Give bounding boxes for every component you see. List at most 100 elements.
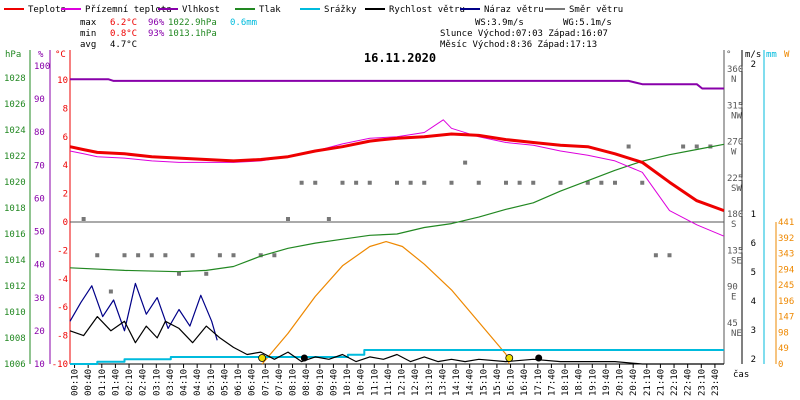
smer-point-25 bbox=[463, 160, 468, 165]
smer-point-20 bbox=[367, 180, 372, 185]
smer-point-0 bbox=[81, 217, 86, 221]
dir-tick-name-NW: NW bbox=[731, 111, 742, 121]
pct-tick-70: 70 bbox=[34, 161, 45, 171]
legend-label-0: Teplota bbox=[28, 5, 66, 15]
x-tick-15: 07:40 bbox=[275, 369, 285, 396]
x-tick-12: 06:10 bbox=[234, 369, 244, 396]
legend: Teplota Přízemní teplota Vlhkost Tlak Srážky… bbox=[4, 5, 623, 15]
pct-tick-10: 10 bbox=[34, 360, 45, 370]
x-tick-28: 14:10 bbox=[452, 369, 462, 396]
dir-tick-name-W: W bbox=[731, 148, 737, 158]
w-tick-343: 343 bbox=[778, 250, 794, 260]
temp-tick-10: 10 bbox=[57, 76, 68, 86]
w-tick-49: 49 bbox=[778, 344, 789, 354]
dir-unit-label: ° bbox=[726, 50, 731, 60]
series-rychlost-line bbox=[69, 316, 724, 365]
hpa-tick-1006: 1006 bbox=[4, 360, 26, 370]
stats-max-temp: 6.2°C bbox=[110, 18, 137, 28]
x-tick-35: 17:40 bbox=[547, 369, 557, 396]
info-moon: Měsíc Východ:8:36 Západ:17:13 bbox=[440, 40, 597, 50]
smer-point-6 bbox=[163, 253, 168, 258]
hpa-tick-1028: 1028 bbox=[4, 74, 26, 84]
legend-label-3: Tlak bbox=[259, 5, 281, 15]
legend-label-1: Přízemní teplota bbox=[85, 5, 172, 15]
stats-block: max 6.2°C 96% 1022.9hPa 0.6mm min 0.8°C … bbox=[80, 18, 257, 50]
smer-point-28 bbox=[517, 180, 522, 185]
stats-avg-label: avg bbox=[80, 40, 96, 50]
hpa-tick-1026: 1026 bbox=[4, 100, 26, 110]
chart-title: 16.11.2020 bbox=[364, 51, 436, 65]
x-tick-40: 20:10 bbox=[616, 369, 626, 396]
pct-tick-20: 20 bbox=[34, 327, 45, 337]
temp-unit-label: °C bbox=[55, 50, 66, 60]
temp-tick-8: 8 bbox=[63, 104, 68, 114]
x-tick-7: 03:40 bbox=[166, 369, 176, 396]
ms-unit-label: m/s bbox=[745, 50, 761, 60]
pct-tick-60: 60 bbox=[34, 194, 45, 204]
x-tick-32: 16:10 bbox=[507, 369, 517, 396]
x-tick-37: 18:40 bbox=[575, 369, 585, 396]
w-tick-196: 196 bbox=[778, 297, 794, 307]
x-tick-16: 08:10 bbox=[289, 369, 299, 396]
x-tick-13: 06:40 bbox=[248, 369, 258, 396]
w-tick-98: 98 bbox=[778, 328, 789, 338]
x-tick-31: 15:40 bbox=[493, 369, 503, 396]
pct-unit-label: % bbox=[38, 50, 44, 60]
x-tick-2: 01:10 bbox=[98, 369, 108, 396]
smer-point-14 bbox=[286, 217, 290, 221]
smer-point-2 bbox=[108, 289, 113, 294]
legend-label-7: Směr větru bbox=[569, 5, 623, 15]
dir-tick-360: 360 bbox=[727, 65, 743, 75]
series-naraz-line bbox=[69, 282, 218, 341]
x-tick-24: 12:10 bbox=[398, 369, 408, 396]
smer-point-23 bbox=[422, 180, 427, 185]
x-tick-20: 10:10 bbox=[343, 369, 353, 396]
hpa-tick-1024: 1024 bbox=[4, 126, 26, 136]
temp-tick-2: 2 bbox=[63, 190, 68, 200]
w-tick-441: 441 bbox=[778, 218, 794, 228]
smer-point-37 bbox=[667, 253, 672, 258]
x-tick-39: 19:40 bbox=[602, 369, 612, 396]
x-tick-33: 16:40 bbox=[520, 369, 530, 396]
stats-max-hum: 96% bbox=[148, 18, 165, 28]
smer-point-36 bbox=[653, 253, 658, 258]
x-tick-30: 15:10 bbox=[479, 369, 489, 396]
hpa-unit-label: hPa bbox=[5, 50, 21, 60]
x-tick-23: 11:40 bbox=[384, 369, 394, 396]
dir-tick-180: 180 bbox=[727, 210, 743, 220]
temp-tick--2: -2 bbox=[57, 246, 68, 256]
smer-point-8 bbox=[190, 253, 195, 258]
w-tick-294: 294 bbox=[778, 265, 794, 275]
x-tick-0: 00:10 bbox=[71, 369, 81, 396]
smer-point-22 bbox=[408, 180, 413, 185]
x-tick-44: 22:10 bbox=[670, 369, 680, 396]
hpa-tick-1018: 1018 bbox=[4, 204, 26, 214]
pct-tick-40: 40 bbox=[34, 261, 45, 271]
legend-label-4: Srážky bbox=[324, 5, 357, 15]
stats-min-hum: 93% bbox=[148, 29, 165, 39]
smer-point-35 bbox=[640, 180, 645, 185]
w-tick-147: 147 bbox=[778, 313, 794, 323]
series-teplota-line bbox=[69, 132, 725, 213]
pct-tick-30: 30 bbox=[34, 294, 45, 304]
smer-point-12 bbox=[258, 253, 263, 258]
dir-tick-225: 225 bbox=[727, 174, 743, 184]
smer-point-19 bbox=[354, 180, 359, 185]
temp-tick-6: 6 bbox=[63, 133, 68, 143]
hpa-tick-1016: 1016 bbox=[4, 230, 26, 240]
x-tick-10: 05:10 bbox=[207, 369, 217, 396]
temp-tick-0: 0 bbox=[63, 218, 68, 228]
dir-tick-135: 135 bbox=[727, 246, 743, 256]
dir-tick-90: 90 bbox=[727, 283, 738, 293]
stats-max-press: 1022.9hPa bbox=[168, 18, 217, 28]
hpa-tick-1008: 1008 bbox=[4, 334, 26, 344]
x-tick-8: 04:10 bbox=[180, 369, 190, 396]
smer-point-34 bbox=[626, 144, 631, 149]
hpa-tick-1022: 1022 bbox=[4, 152, 26, 162]
smer-point-24 bbox=[449, 180, 454, 185]
smer-point-39 bbox=[694, 144, 699, 149]
dir-tick-name-E: E bbox=[731, 293, 736, 303]
x-tick-22: 11:10 bbox=[370, 369, 380, 396]
